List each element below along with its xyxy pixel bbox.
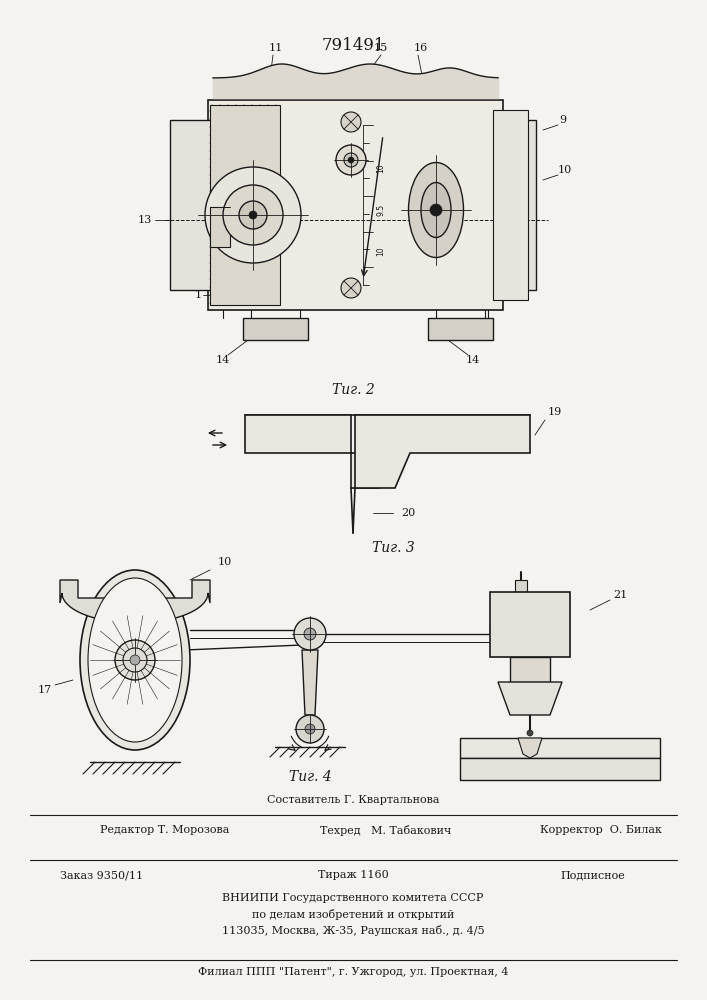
- Circle shape: [304, 628, 316, 640]
- Bar: [510, 657, 550, 682]
- Circle shape: [115, 640, 155, 680]
- Ellipse shape: [88, 578, 182, 742]
- Text: 1: 1: [194, 290, 201, 300]
- Text: Техред   М. Табакович: Техред М. Табакович: [320, 824, 451, 836]
- Bar: [428, 318, 493, 340]
- Text: Заказ 9350/11: Заказ 9350/11: [60, 870, 143, 880]
- Ellipse shape: [80, 570, 190, 750]
- Text: 10: 10: [377, 246, 385, 256]
- Text: Τиг. 4: Τиг. 4: [288, 770, 332, 784]
- Text: 16: 16: [414, 43, 428, 53]
- Bar: [460, 738, 660, 758]
- Circle shape: [249, 211, 257, 219]
- Text: 9.5: 9.5: [377, 204, 385, 216]
- Bar: [490, 592, 570, 657]
- Bar: [493, 110, 528, 300]
- Text: 10: 10: [558, 165, 572, 175]
- Ellipse shape: [409, 162, 464, 257]
- Circle shape: [336, 145, 366, 175]
- Text: Τиг. 3: Τиг. 3: [372, 541, 414, 555]
- Bar: [210, 105, 280, 305]
- Text: по делам изобретений и открытий: по делам изобретений и открытий: [252, 908, 454, 920]
- Polygon shape: [498, 682, 562, 715]
- Text: 14: 14: [466, 355, 480, 365]
- Circle shape: [131, 656, 139, 664]
- Polygon shape: [302, 650, 318, 715]
- Circle shape: [348, 157, 354, 163]
- Circle shape: [296, 715, 324, 743]
- Text: Τиг. 2: Τиг. 2: [332, 383, 375, 397]
- Circle shape: [430, 204, 442, 216]
- Text: 10: 10: [218, 557, 232, 567]
- Text: 20: 20: [401, 508, 415, 518]
- Ellipse shape: [421, 182, 451, 237]
- Text: 11: 11: [269, 43, 283, 53]
- Circle shape: [205, 167, 301, 263]
- Circle shape: [239, 201, 267, 229]
- Text: 21: 21: [613, 590, 627, 600]
- Circle shape: [341, 278, 361, 298]
- Text: 15: 15: [374, 43, 388, 53]
- Text: ВНИИПИ Государственного комитета СССР: ВНИИПИ Государственного комитета СССР: [222, 893, 484, 903]
- Text: Филиал ППП "Патент", г. Ужгород, ул. Проектная, 4: Филиал ППП "Патент", г. Ужгород, ул. Про…: [198, 967, 508, 977]
- Text: 14: 14: [216, 355, 230, 365]
- Text: Корректор  О. Билак: Корректор О. Билак: [540, 825, 662, 835]
- Text: 113035, Москва, Ж-35, Раушская наб., д. 4/5: 113035, Москва, Ж-35, Раушская наб., д. …: [222, 924, 484, 936]
- Text: 13: 13: [138, 215, 152, 225]
- Circle shape: [294, 618, 326, 650]
- Polygon shape: [518, 738, 542, 758]
- Text: Тираж 1160: Тираж 1160: [317, 870, 388, 880]
- Text: Редактор Т. Морозова: Редактор Т. Морозова: [100, 825, 229, 835]
- Bar: [515, 580, 527, 592]
- Circle shape: [223, 185, 283, 245]
- Bar: [210, 207, 230, 247]
- Circle shape: [123, 648, 147, 672]
- Circle shape: [341, 112, 361, 132]
- Text: 10: 10: [377, 163, 385, 173]
- Circle shape: [130, 655, 140, 665]
- Text: 17: 17: [38, 685, 52, 695]
- Circle shape: [344, 153, 358, 167]
- Text: Подписное: Подписное: [560, 870, 625, 880]
- Text: 9: 9: [559, 115, 566, 125]
- Bar: [170, 120, 215, 290]
- Text: 791491: 791491: [321, 36, 385, 53]
- Polygon shape: [60, 580, 210, 623]
- Polygon shape: [355, 415, 530, 488]
- Text: Составитель Г. Квартальнова: Составитель Г. Квартальнова: [267, 795, 439, 805]
- Text: 19: 19: [548, 407, 562, 417]
- Circle shape: [305, 724, 315, 734]
- Bar: [496, 120, 536, 290]
- Bar: [460, 758, 660, 780]
- Circle shape: [527, 730, 533, 736]
- Bar: [243, 318, 308, 340]
- Circle shape: [125, 650, 145, 670]
- Polygon shape: [245, 415, 380, 488]
- Bar: [208, 100, 503, 310]
